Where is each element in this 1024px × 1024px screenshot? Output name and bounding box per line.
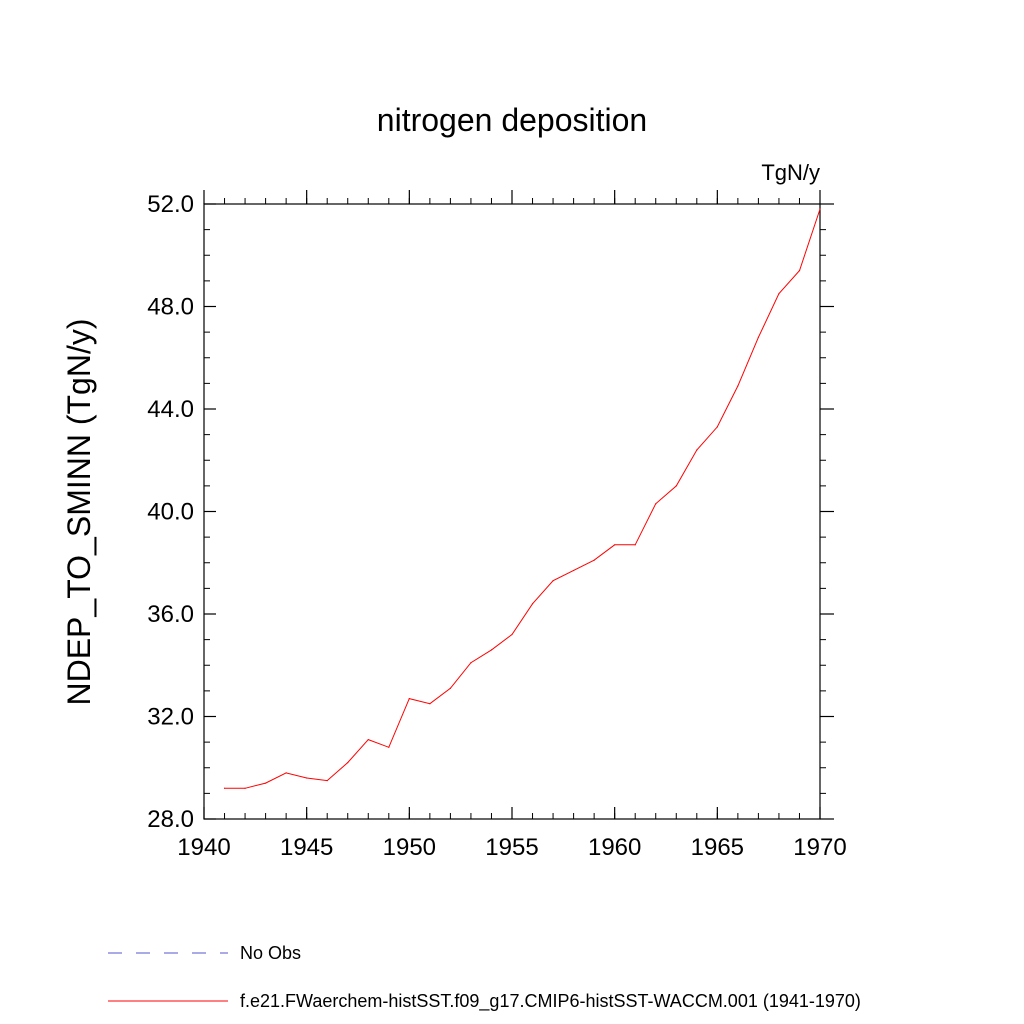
y-tick-label: 32.0 [147, 704, 194, 731]
data-point [634, 544, 636, 546]
data-point [716, 426, 718, 428]
data-point [470, 662, 472, 664]
axis-tick-labels: 1940 1945 1950 1955 1960 1965 1970 28.0 32.0 36.0… [147, 191, 846, 861]
plot-frame [203, 203, 821, 820]
data-point [223, 787, 226, 789]
series-line [224, 208, 821, 789]
x-tick-label: 1965 [691, 834, 744, 861]
data-point [511, 633, 513, 636]
data-point [798, 270, 801, 272]
y-axis-label: NDEP_TO_SMINN (TgN/y) [61, 318, 97, 705]
y-tick-label: 52.0 [147, 191, 194, 218]
data-point [778, 293, 780, 295]
data-point [449, 687, 451, 689]
y-tick-label: 44.0 [147, 396, 194, 423]
y-tick-label: 36.0 [147, 601, 194, 628]
data-point [306, 777, 308, 779]
data-point [347, 762, 349, 764]
data-point [326, 779, 328, 782]
y-tick-label: 40.0 [147, 499, 194, 526]
chart-title: nitrogen deposition [377, 102, 647, 138]
data-point [265, 782, 267, 784]
data-point [655, 503, 657, 505]
units-label: TgN/y [761, 160, 820, 185]
x-tick-label: 1960 [588, 834, 641, 861]
legend-label: No Obs [240, 943, 301, 963]
x-tick-label: 1955 [485, 834, 538, 861]
data-point [244, 787, 246, 789]
x-tick-label: 1970 [793, 834, 846, 861]
data-point [285, 772, 287, 774]
y-tick-label: 28.0 [147, 806, 194, 833]
data-point [429, 703, 431, 705]
data-point [593, 559, 595, 561]
data-point [531, 603, 534, 605]
x-tick-label: 1945 [280, 834, 333, 861]
data-point [573, 569, 575, 572]
legend-label: f.e21.FWaerchem-histSST.f09_g17.CMIP6-hi… [240, 991, 861, 1012]
data-point [408, 697, 410, 700]
legend: No Obs f.e21.FWaerchem-histSST.f09_g17.CM… [108, 943, 861, 1012]
x-tick-label: 1940 [177, 834, 230, 861]
data-point [737, 385, 739, 387]
data-point [490, 649, 493, 651]
data-point [675, 485, 677, 487]
data-point [696, 449, 698, 451]
x-tick-label: 1950 [383, 834, 436, 861]
axis-ticks [203, 190, 834, 820]
data-point [614, 544, 616, 546]
y-tick-label: 48.0 [147, 294, 194, 321]
series-lines [223, 208, 821, 789]
data-point [552, 580, 554, 582]
data-point [819, 208, 821, 210]
data-point [367, 738, 369, 741]
data-point [757, 336, 760, 338]
data-point [388, 746, 390, 748]
